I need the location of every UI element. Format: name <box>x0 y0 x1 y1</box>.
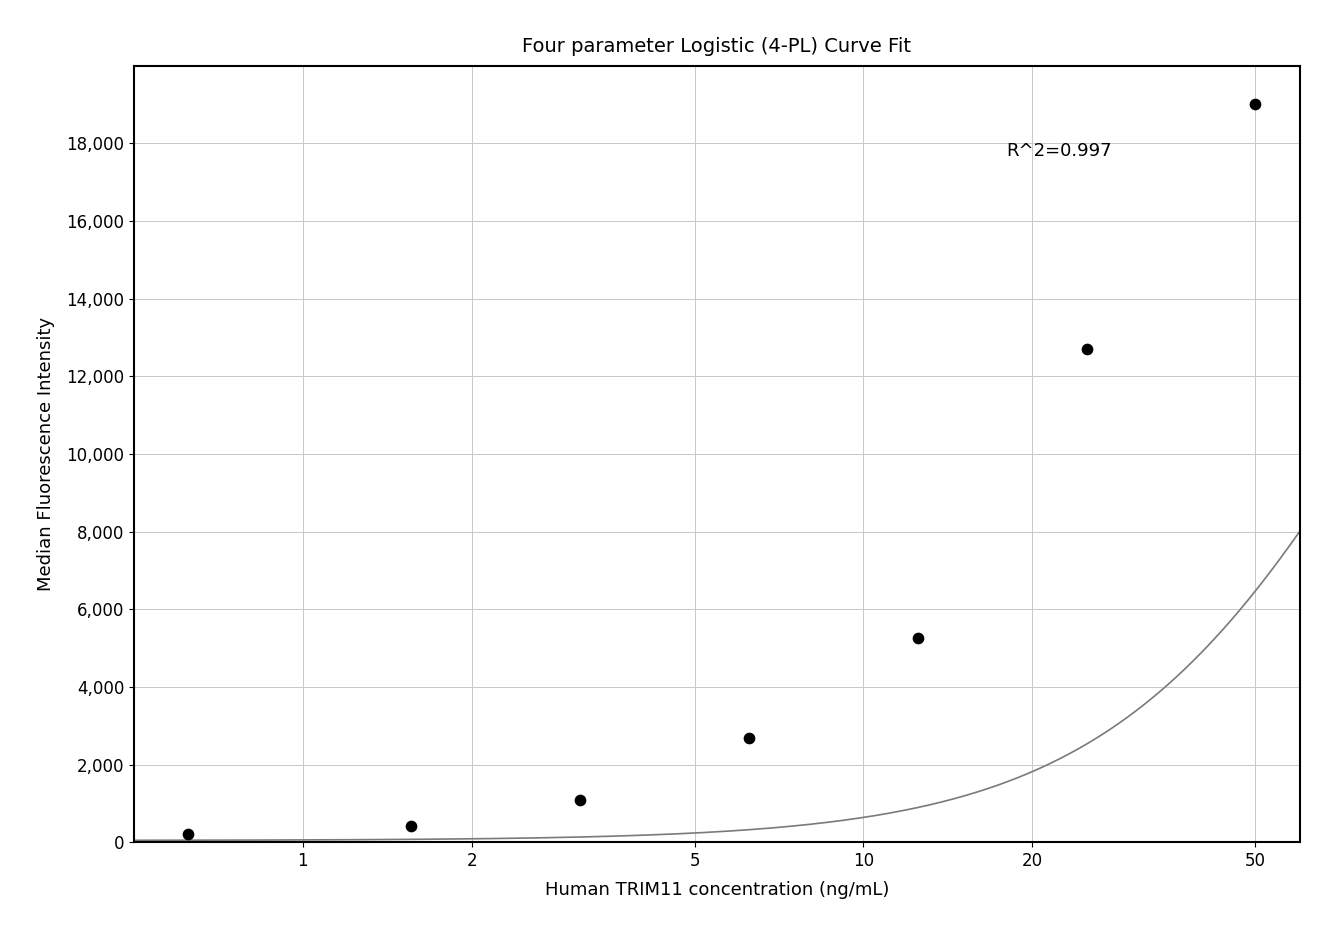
X-axis label: Human TRIM11 concentration (ng/mL): Human TRIM11 concentration (ng/mL) <box>545 881 888 899</box>
Point <box>178 826 200 841</box>
Point <box>1076 342 1097 357</box>
Y-axis label: Median Fluorescence Intensity: Median Fluorescence Intensity <box>38 317 55 591</box>
Point <box>401 819 422 834</box>
Point <box>738 730 760 745</box>
Title: Four parameter Logistic (4-PL) Curve Fit: Four parameter Logistic (4-PL) Curve Fit <box>523 37 911 55</box>
Point <box>907 631 929 646</box>
Point <box>570 792 591 807</box>
Point <box>1245 96 1266 111</box>
Text: R^2=0.997: R^2=0.997 <box>1006 142 1112 160</box>
